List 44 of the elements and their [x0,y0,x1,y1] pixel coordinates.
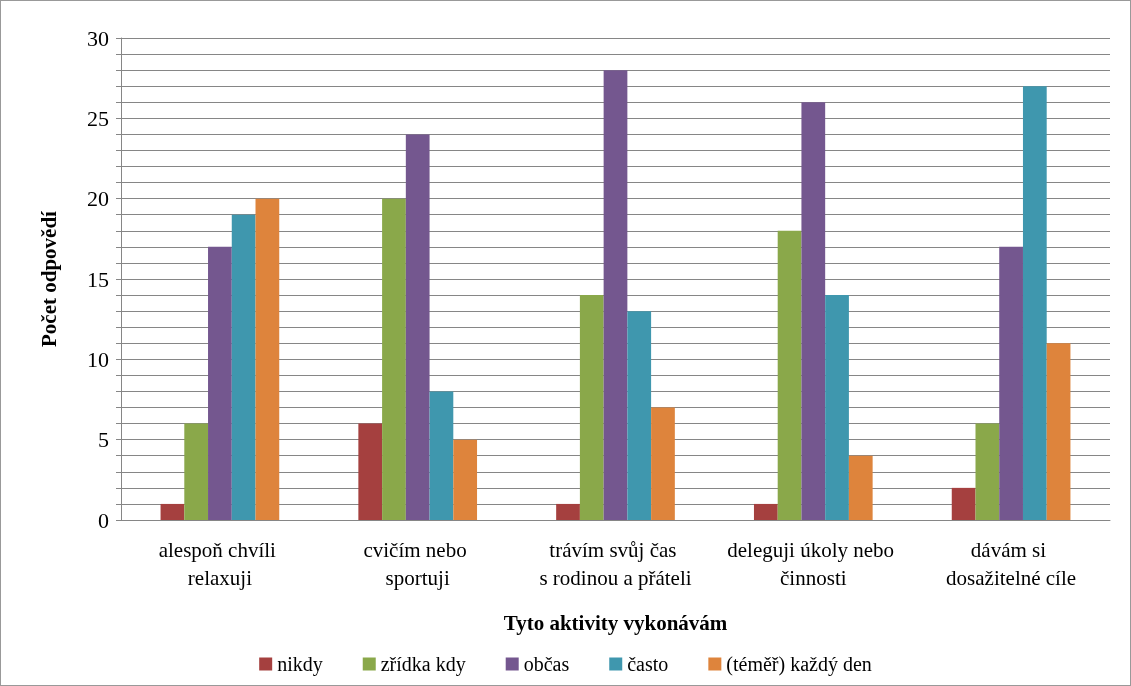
x-axis-title: Tyto aktivity vykonávám [503,610,728,635]
legend-label: zřídka kdy [380,653,466,676]
bar [255,198,280,520]
y-axis-title: Počet odpovědí [36,209,61,347]
bar [1046,343,1071,520]
bar [825,295,849,520]
bar [231,214,256,520]
bar [999,246,1023,520]
legend-label: nikdy [277,653,323,676]
bar [975,423,1000,520]
bar [777,230,802,520]
bar [208,246,232,520]
bar [627,311,652,520]
bar [651,407,675,520]
bar [801,102,826,520]
x-tick-label: alespoň chvíli relaxuji [158,538,282,590]
bar [579,295,604,520]
y-tick-label: 15 [87,266,109,292]
legend-label: občas [523,653,570,675]
bar [358,423,383,520]
bar [603,70,628,520]
bar [382,198,406,520]
y-tick-label: 10 [87,346,109,372]
y-tick-label: 0 [98,507,109,533]
bar [405,134,430,520]
bar [848,455,873,520]
x-tick-label: trávím svůj čas s rodinou a přáteli [539,538,692,590]
x-tick-label: dávám si dosažitelné cíle [946,538,1077,590]
y-tick-label: 5 [98,427,109,453]
bar [184,423,209,520]
x-tick-label: deleguji úkoly nebo činnosti [727,538,900,590]
x-tick-label: cvičím nebo sportuji [363,538,472,590]
bar [951,487,976,520]
y-tick-label: 25 [87,105,109,131]
bar [753,503,778,520]
legend-label: (téměř) každý den [726,653,872,676]
bar [556,503,580,520]
bar [429,391,454,520]
y-tick-label: 30 [87,25,109,51]
bar [1022,86,1047,520]
bar [160,503,185,520]
y-tick-label: 20 [87,186,109,212]
bar [453,439,478,520]
legend-label: často [627,653,669,675]
